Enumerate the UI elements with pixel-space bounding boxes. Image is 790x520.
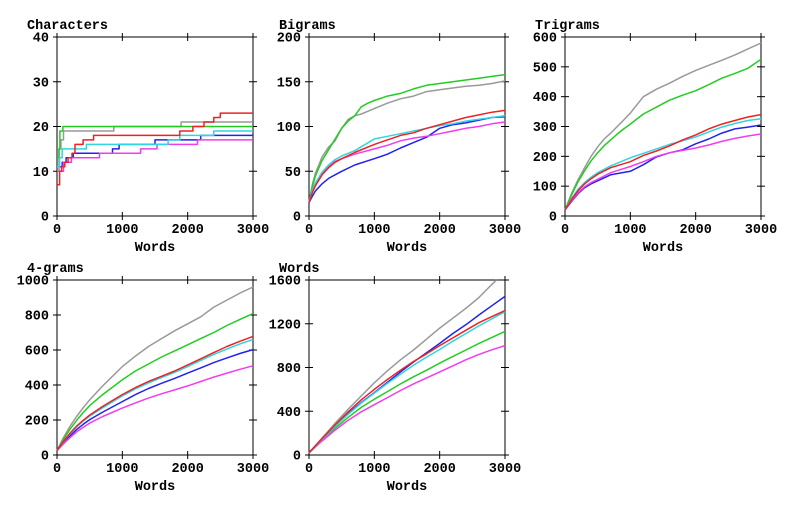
series-line-cyan <box>308 311 506 454</box>
series-line-gray <box>56 286 254 451</box>
x-axis-label: Words <box>387 241 428 256</box>
y-tick-label: 150 <box>277 76 301 91</box>
series-line-red <box>57 112 253 186</box>
y-tick-label: 200 <box>277 32 301 47</box>
x-tick-label: 0 <box>305 462 313 477</box>
series-line-green <box>308 73 506 203</box>
x-tick-label: 3000 <box>489 223 521 238</box>
y-tick-label: 1200 <box>269 318 301 333</box>
y-tick-label: 200 <box>25 415 49 430</box>
y-tick-label: 0 <box>549 211 557 226</box>
y-tick-label: 0 <box>293 211 301 226</box>
y-tick-label: 600 <box>533 32 557 47</box>
series-line-blue <box>564 124 762 211</box>
series-line-magenta <box>564 133 762 211</box>
series-line-red <box>56 335 254 452</box>
x-tick-label: 1000 <box>358 223 390 238</box>
series-line-green <box>308 330 506 454</box>
plot-box <box>564 36 762 217</box>
x-tick-label: 2000 <box>171 223 203 238</box>
x-tick-label: 1000 <box>614 223 646 238</box>
x-tick-label: 0 <box>53 223 61 238</box>
x-tick-label: 3000 <box>237 462 269 477</box>
y-tick-label: 400 <box>277 406 301 421</box>
y-tick-label: 50 <box>285 166 301 181</box>
series-line-red <box>308 109 506 203</box>
x-axis-label: Words <box>387 480 428 495</box>
chart-fourgrams: 0 1000 2000 3000020040060080010004-gramsWor… <box>17 262 270 495</box>
y-tick-label: 40 <box>33 32 49 47</box>
series-line-cyan <box>308 115 506 203</box>
series-line-cyan <box>564 117 762 211</box>
y-tick-label: 1000 <box>17 275 49 290</box>
y-tick-label: 10 <box>33 166 49 181</box>
y-tick-label: 600 <box>25 345 49 360</box>
series-line-cyan <box>56 338 254 452</box>
x-axis-label: Words <box>643 241 684 256</box>
chart-title: Words <box>279 262 320 277</box>
series-line-magenta <box>308 344 506 454</box>
y-tick-label: 0 <box>41 211 49 226</box>
x-tick-label: 1000 <box>106 223 138 238</box>
x-tick-label: 3000 <box>237 223 269 238</box>
series-line-blue <box>308 295 506 454</box>
x-tick-label: 1000 <box>106 462 138 477</box>
y-tick-label: 800 <box>277 362 301 377</box>
y-tick-label: 0 <box>41 450 49 465</box>
series-line-red <box>308 309 506 454</box>
y-tick-label: 100 <box>277 121 301 136</box>
chart-title: Trigrams <box>535 19 600 34</box>
x-tick-label: 3000 <box>489 462 521 477</box>
x-tick-label: 0 <box>53 462 61 477</box>
y-tick-label: 400 <box>25 380 49 395</box>
y-tick-label: 100 <box>533 181 557 196</box>
series-line-blue <box>56 348 254 452</box>
x-axis-label: Words <box>135 480 176 495</box>
x-tick-label: 0 <box>561 223 569 238</box>
chart-trigrams: 0 1000 2000 3000 0 100 200 300 400 500 600Trigrams… <box>533 19 778 256</box>
y-tick-label: 800 <box>25 310 49 325</box>
series-line-green <box>56 312 254 451</box>
series-line-green <box>564 58 762 211</box>
x-tick-label: 3000 <box>745 223 777 238</box>
y-tick-label: 1600 <box>269 275 301 290</box>
x-tick-label: 2000 <box>423 223 455 238</box>
y-tick-label: 30 <box>33 76 49 91</box>
x-tick-label: 2000 <box>171 462 203 477</box>
x-tick-label: 1000 <box>358 462 390 477</box>
series-line-red <box>564 113 762 211</box>
plot-box <box>56 279 254 456</box>
y-tick-label: 500 <box>533 61 557 76</box>
x-axis-label: Words <box>135 241 176 256</box>
chart-title: Bigrams <box>279 19 336 34</box>
series-line-gray <box>308 80 506 203</box>
y-tick-label: 400 <box>533 91 557 106</box>
series-line-gray <box>308 279 498 454</box>
y-tick-label: 0 <box>293 450 301 465</box>
x-tick-label: 0 <box>305 223 313 238</box>
chart-title: Characters <box>27 19 108 34</box>
x-tick-label: 2000 <box>679 223 711 238</box>
x-tick-label: 2000 <box>423 462 455 477</box>
series-line-gray <box>564 42 762 211</box>
y-tick-label: 300 <box>533 121 557 136</box>
y-tick-label: 20 <box>33 121 49 136</box>
series-line-green <box>57 125 253 159</box>
y-tick-label: 200 <box>533 151 557 166</box>
chart-title: 4-grams <box>27 262 84 277</box>
series-line-magenta <box>56 365 254 452</box>
series-line-blue <box>308 115 506 203</box>
series-line-cyan <box>57 130 253 168</box>
